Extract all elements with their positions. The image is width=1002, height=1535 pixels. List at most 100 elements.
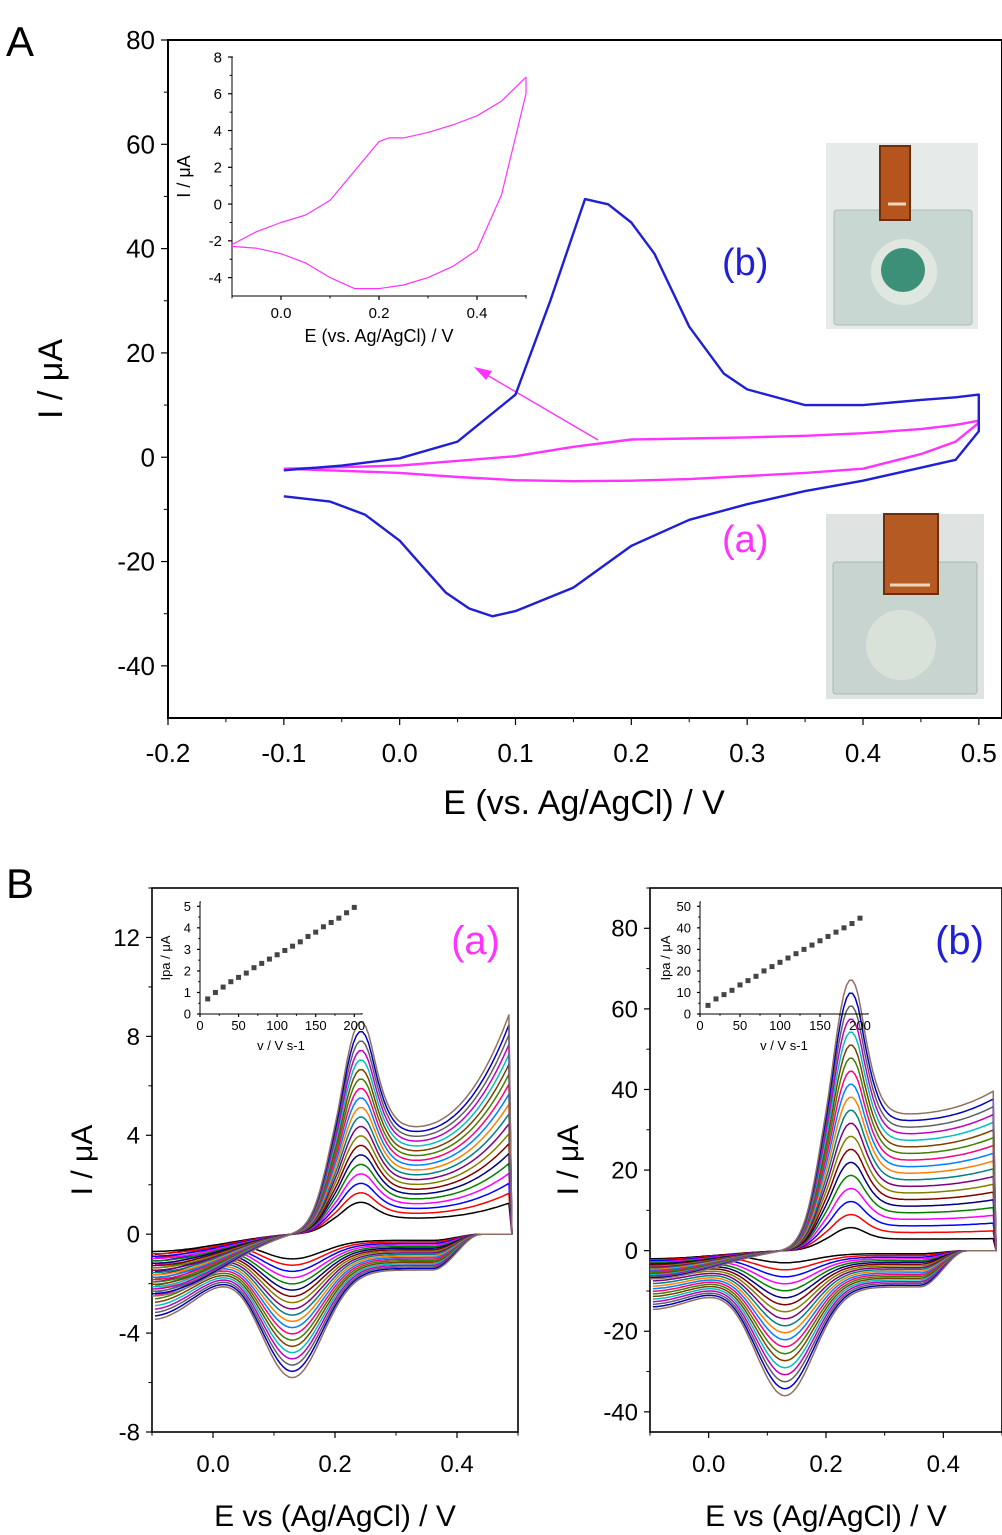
data-point — [753, 973, 759, 979]
y-tick-label: 6 — [214, 86, 222, 103]
y-tick-label: 5 — [184, 899, 191, 914]
y-tick-label: 60 — [126, 129, 155, 159]
y-tick-label: 40 — [677, 920, 691, 935]
cv-curve — [650, 1018, 997, 1376]
x-axis-label: E (vs. Ag/AgCl) / V — [304, 326, 453, 346]
x-tick-label: 0.4 — [927, 1451, 960, 1478]
data-point — [243, 970, 249, 976]
y-axis-label: I / μA — [66, 1125, 99, 1196]
data-point — [737, 982, 743, 988]
y-tick-label: 1 — [184, 985, 191, 1000]
y-tick-label: 0 — [127, 1222, 140, 1249]
x-tick-label: 100 — [266, 1018, 288, 1033]
y-axis-label: I / μA — [32, 339, 70, 419]
x-tick-label: 0.4 — [467, 305, 488, 322]
x-axis-label: E (vs. Ag/AgCl) / V — [443, 784, 725, 822]
plot-frame — [167, 39, 1002, 719]
data-point — [328, 919, 334, 925]
y-tick-label: -40 — [603, 1399, 638, 1426]
x-axis-label: v / V s-1 — [760, 1038, 808, 1053]
y-tick-label: 0 — [214, 196, 222, 213]
y-tick-label: 0 — [684, 1007, 691, 1022]
data-point — [236, 974, 242, 980]
y-tick-label: 0 — [141, 442, 155, 472]
y-tick-label: 20 — [126, 338, 155, 368]
x-tick-label: -0.2 — [146, 738, 191, 768]
x-axis-label: E vs (Ag/AgCl) / V — [214, 1500, 456, 1533]
x-tick-label: 50 — [231, 1018, 245, 1033]
y-tick-label: 10 — [677, 985, 691, 1000]
y-tick-label: 20 — [611, 1157, 638, 1184]
electrode-photo-b — [826, 143, 978, 329]
x-tick-label: 0 — [696, 1018, 703, 1033]
x-axis-label: v / V s-1 — [257, 1038, 305, 1053]
x-tick-label: 0.4 — [440, 1451, 473, 1478]
x-tick-label: 150 — [305, 1018, 327, 1033]
data-point — [857, 915, 863, 921]
annotation-a: (a) — [722, 519, 768, 561]
inset-pointer-arrow — [479, 370, 599, 441]
data-point — [297, 939, 303, 945]
y-tick-label: 0 — [625, 1238, 638, 1265]
data-point — [205, 996, 211, 1002]
x-tick-label: 0 — [196, 1018, 203, 1033]
y-axis-label: I / μA — [174, 155, 194, 197]
y-tick-label: -2 — [209, 233, 222, 250]
data-point — [793, 951, 799, 957]
data-point — [721, 992, 727, 998]
data-point — [212, 989, 218, 995]
cv-curve — [649, 1070, 997, 1348]
panel-title: (b) — [935, 919, 984, 963]
chart-a-inset: 0.0 0.2 0.4 -4 -2 0 2 4 6 8 E (vs. Ag/AgCl) / V I /… — [174, 49, 528, 346]
x-tick-label: 150 — [809, 1018, 831, 1033]
x-tick-label: 200 — [343, 1018, 365, 1033]
y-tick-label: 4 — [127, 1123, 140, 1150]
y-tick-label: -4 — [119, 1320, 140, 1347]
inset-pointer-arrowhead — [474, 367, 492, 380]
data-point — [351, 904, 357, 910]
y-tick-label: 4 — [184, 920, 191, 935]
y-tick-label: 2 — [184, 963, 191, 978]
x-tick-label: 0.2 — [809, 1451, 842, 1478]
y-tick-label: -8 — [119, 1419, 140, 1446]
x-tick-label: 0.0 — [692, 1451, 725, 1478]
data-point — [266, 956, 272, 962]
data-point — [745, 978, 751, 984]
x-tick-label: 0.0 — [382, 738, 418, 768]
panel-a-label: A — [6, 18, 34, 65]
inset-cv-line — [231, 76, 527, 290]
x-tick-label: 0.2 — [369, 305, 390, 322]
chart-b-a-inset: 0 50 100 150 200 0 1 2 3 4 5 v / V s-1 Ipa / μA — [158, 899, 365, 1053]
data-point — [729, 987, 735, 993]
y-tick-label: 3 — [184, 942, 191, 957]
plot-frame — [231, 56, 527, 297]
y-axis-label: Ipa / μA — [158, 935, 173, 980]
y-tick-label: 0 — [184, 1007, 191, 1022]
x-tick-label: 0.4 — [845, 738, 881, 768]
data-point — [841, 925, 847, 931]
y-tick-label: -20 — [603, 1319, 638, 1346]
chart-a-main: (b) (a) -0.2 -0.1 0.0 0.1 0.2 0.3 0.4 0.5-40-20… — [32, 25, 1002, 822]
data-point — [817, 938, 823, 944]
y-tick-label: 80 — [611, 916, 638, 943]
data-point — [809, 942, 815, 948]
y-tick-label: -40 — [117, 651, 155, 681]
data-point — [305, 933, 311, 939]
x-tick-label: 0.2 — [613, 738, 649, 768]
y-tick-label: 8 — [214, 49, 222, 66]
data-point — [274, 952, 280, 958]
series-line-b — [283, 197, 980, 618]
data-point — [251, 965, 257, 971]
x-tick-label: 0.3 — [729, 738, 765, 768]
series-line-a — [283, 419, 980, 483]
electrode-photo-a — [826, 513, 984, 699]
y-tick-label: 40 — [611, 1077, 638, 1104]
y-tick-label: -20 — [117, 547, 155, 577]
annotation-b: (b) — [722, 242, 768, 284]
data-point — [769, 964, 775, 970]
data-point — [849, 921, 855, 927]
x-tick-label: 200 — [849, 1018, 871, 1033]
y-tick-label: 80 — [126, 25, 155, 55]
